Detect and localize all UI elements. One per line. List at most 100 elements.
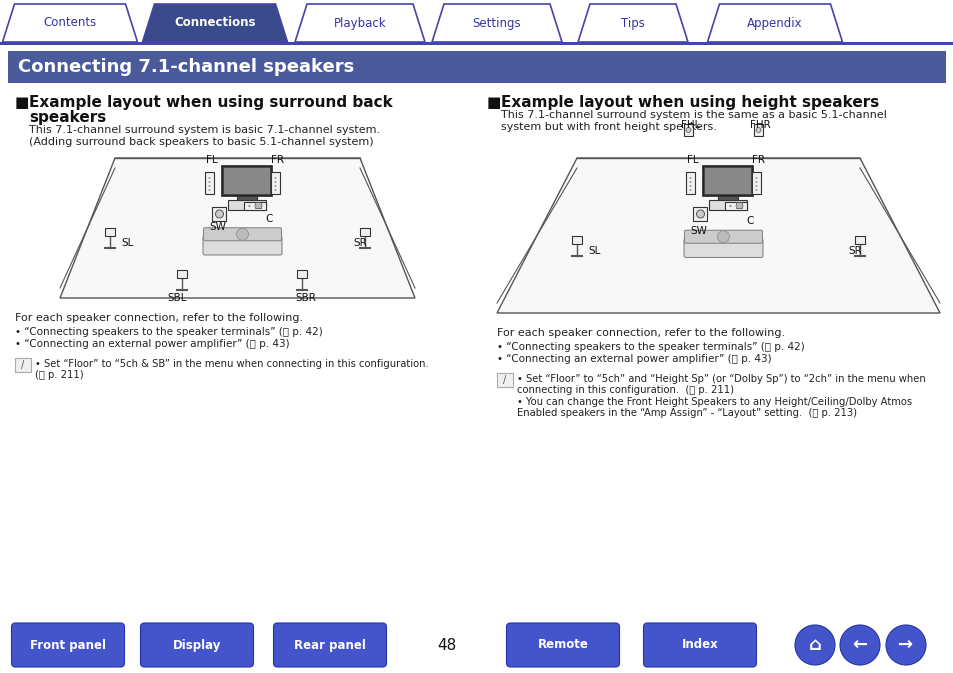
FancyBboxPatch shape xyxy=(683,238,762,258)
Text: connecting in this configuration.  (📓 p. 211): connecting in this configuration. (📓 p. … xyxy=(517,385,733,395)
Text: SW: SW xyxy=(209,222,226,232)
Text: ■: ■ xyxy=(15,95,30,110)
Text: Example layout when using surround back: Example layout when using surround back xyxy=(29,95,393,110)
Text: Remote: Remote xyxy=(537,639,588,651)
Text: (📓 p. 211): (📓 p. 211) xyxy=(35,370,84,380)
Text: FHL: FHL xyxy=(680,120,700,130)
Circle shape xyxy=(735,205,737,207)
Text: SW: SW xyxy=(689,226,706,236)
Bar xyxy=(723,202,732,206)
Circle shape xyxy=(248,205,251,207)
Text: SL: SL xyxy=(588,246,600,256)
Text: • “Connecting an external power amplifier” (📓 p. 43): • “Connecting an external power amplifie… xyxy=(497,354,771,364)
Bar xyxy=(224,168,271,194)
Circle shape xyxy=(209,189,211,191)
FancyBboxPatch shape xyxy=(684,230,761,243)
Text: • “Connecting speakers to the speaker terminals” (📓 p. 42): • “Connecting speakers to the speaker te… xyxy=(497,342,804,352)
Circle shape xyxy=(274,177,276,179)
Polygon shape xyxy=(578,4,687,42)
Text: FR: FR xyxy=(751,155,764,165)
Bar xyxy=(709,200,747,210)
Text: • You can change the Front Height Speakers to any Height/Ceiling/Dolby Atmos: • You can change the Front Height Speake… xyxy=(517,397,911,407)
Bar xyxy=(229,200,266,210)
Bar xyxy=(724,202,747,210)
Bar xyxy=(15,358,30,372)
Circle shape xyxy=(209,177,211,179)
Text: FL: FL xyxy=(686,155,698,165)
Bar xyxy=(702,166,753,196)
Text: Contents: Contents xyxy=(43,17,96,30)
Circle shape xyxy=(209,181,211,183)
Text: ■: ■ xyxy=(486,95,501,110)
Text: FL: FL xyxy=(206,155,217,165)
Text: ←: ← xyxy=(852,636,866,654)
Circle shape xyxy=(840,625,879,665)
Text: SL: SL xyxy=(122,238,134,248)
FancyBboxPatch shape xyxy=(203,236,282,255)
Bar xyxy=(685,172,695,194)
Text: This 7.1-channel surround system is basic 7.1-channel system.: This 7.1-channel surround system is basi… xyxy=(29,125,379,135)
Bar xyxy=(213,207,226,221)
Text: 48: 48 xyxy=(436,637,456,653)
Text: Rear panel: Rear panel xyxy=(294,639,366,651)
Circle shape xyxy=(685,127,690,133)
Text: For each speaker connection, refer to the following.: For each speaker connection, refer to th… xyxy=(15,313,303,323)
Circle shape xyxy=(260,205,262,207)
Bar xyxy=(255,202,261,208)
FancyBboxPatch shape xyxy=(506,623,618,667)
FancyBboxPatch shape xyxy=(203,227,281,241)
Bar xyxy=(854,236,864,244)
Circle shape xyxy=(274,185,276,187)
Circle shape xyxy=(885,625,925,665)
Text: Connecting 7.1-channel speakers: Connecting 7.1-channel speakers xyxy=(18,58,354,76)
Circle shape xyxy=(254,205,256,207)
Bar xyxy=(244,202,266,210)
Circle shape xyxy=(755,181,757,183)
Text: speakers: speakers xyxy=(29,110,106,125)
Bar xyxy=(718,196,738,202)
Text: C: C xyxy=(746,216,754,226)
Circle shape xyxy=(717,231,729,243)
Bar xyxy=(243,202,252,206)
Bar xyxy=(753,124,762,136)
Text: FHR: FHR xyxy=(749,120,770,130)
Text: C: C xyxy=(266,214,273,224)
Text: →: → xyxy=(898,636,913,654)
FancyBboxPatch shape xyxy=(140,623,253,667)
Text: This 7.1-channel surround system is the same as a basic 5.1-channel: This 7.1-channel surround system is the … xyxy=(500,110,886,120)
Polygon shape xyxy=(60,158,415,298)
Circle shape xyxy=(215,210,223,218)
Bar xyxy=(105,228,115,236)
Bar xyxy=(237,196,257,202)
Text: Front panel: Front panel xyxy=(30,639,106,651)
Circle shape xyxy=(274,181,276,183)
Text: Tips: Tips xyxy=(620,17,644,30)
FancyBboxPatch shape xyxy=(11,623,125,667)
Bar xyxy=(0,42,953,45)
Bar xyxy=(683,124,692,136)
Text: /: / xyxy=(21,360,25,370)
Circle shape xyxy=(740,205,743,207)
Text: • “Connecting speakers to the speaker terminals” (📓 p. 42): • “Connecting speakers to the speaker te… xyxy=(15,327,322,337)
Polygon shape xyxy=(432,4,561,42)
Bar xyxy=(222,166,273,196)
Polygon shape xyxy=(497,158,939,313)
Polygon shape xyxy=(294,4,424,42)
FancyBboxPatch shape xyxy=(274,623,386,667)
Circle shape xyxy=(696,210,703,218)
Bar xyxy=(297,270,307,278)
Polygon shape xyxy=(3,4,137,42)
Circle shape xyxy=(274,189,276,191)
Bar xyxy=(736,202,741,208)
Bar xyxy=(0,0,953,45)
Circle shape xyxy=(755,127,760,133)
Circle shape xyxy=(755,189,757,191)
Circle shape xyxy=(689,177,691,179)
Bar xyxy=(205,172,213,194)
Text: Playback: Playback xyxy=(334,17,386,30)
Bar xyxy=(693,207,707,221)
FancyBboxPatch shape xyxy=(643,623,756,667)
Text: • Set “Floor” to “5ch & SB” in the menu when connecting in this configuration.: • Set “Floor” to “5ch & SB” in the menu … xyxy=(35,359,428,369)
Circle shape xyxy=(728,205,731,207)
Text: system but with front height speakers.: system but with front height speakers. xyxy=(500,122,716,132)
